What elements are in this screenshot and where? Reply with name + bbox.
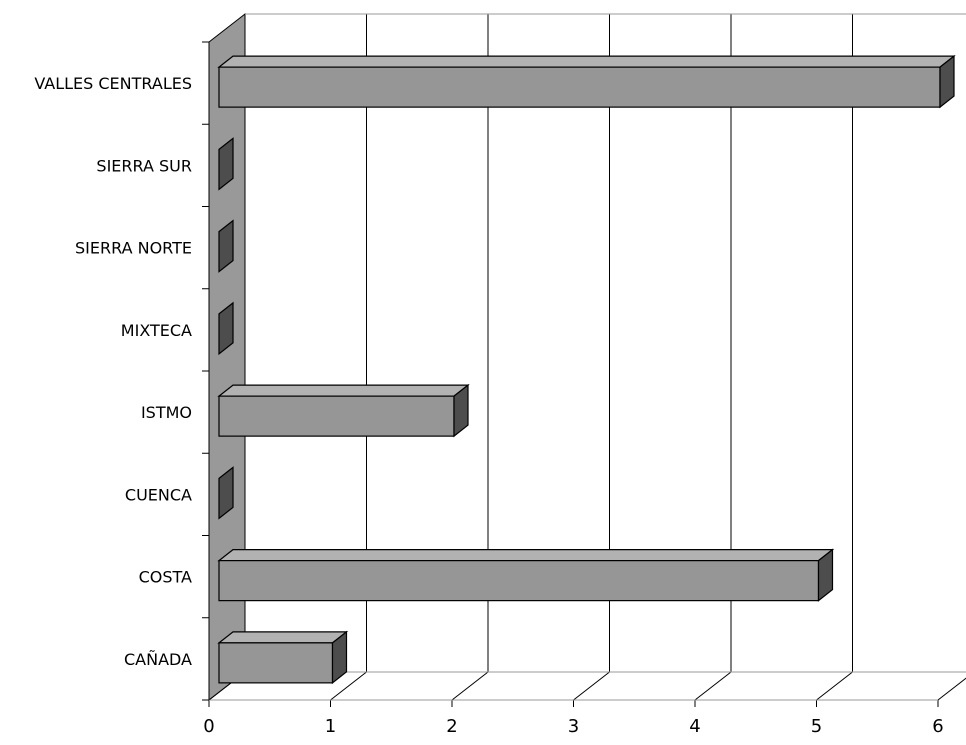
category-label: MIXTECA xyxy=(121,321,192,340)
bar-top-face xyxy=(217,549,835,562)
bar-top-face xyxy=(217,384,470,397)
category-label: SIERRA NORTE xyxy=(75,239,192,258)
x-tick-label: 4 xyxy=(689,716,700,737)
x-tick-label: 2 xyxy=(446,716,457,737)
category-label: ISTMO xyxy=(141,403,192,422)
floor-gridline xyxy=(816,671,853,701)
bar-mixteca xyxy=(218,301,234,356)
bar-istmo xyxy=(217,383,470,438)
bar-side-face xyxy=(817,548,834,602)
bar-front-face xyxy=(218,395,455,437)
bar-side-face xyxy=(331,630,348,685)
bar-top-face xyxy=(217,55,956,68)
category-label: CUENCA xyxy=(125,485,192,504)
bar-front-face xyxy=(218,642,334,684)
bar-top-face xyxy=(217,631,349,644)
x-tick-label: 5 xyxy=(811,716,822,737)
bars xyxy=(217,54,956,685)
floor-gridline xyxy=(694,671,732,701)
gridlines xyxy=(202,13,966,707)
bar-front-face xyxy=(218,66,941,108)
floor-gridline xyxy=(937,677,966,701)
bar-side-face xyxy=(218,219,234,273)
bar-side-face xyxy=(218,137,234,191)
category-label: CAÑADA xyxy=(124,650,192,669)
category-label: SIERRA SUR xyxy=(96,156,192,175)
bar-valles-centrales xyxy=(217,54,956,109)
bar-side-face xyxy=(218,301,234,356)
bar-cañada xyxy=(217,630,349,685)
category-labels: CAÑADA COSTA CUENCA ISTMO MIXTECA SIERRA NORT… xyxy=(34,74,192,669)
x-tick-label: 6 xyxy=(932,716,943,737)
floor-gridline xyxy=(573,671,610,701)
floor-gridline xyxy=(330,671,367,701)
x-tick-label: 1 xyxy=(325,716,336,737)
category-label: VALLES CENTRALES xyxy=(34,74,192,93)
x-tick-label: 0 xyxy=(203,716,214,737)
x-tick-labels: 0 1 2 3 4 5 6 xyxy=(203,716,943,737)
bar-front-face xyxy=(218,560,820,602)
bar-costa xyxy=(217,548,835,602)
bar-sierra-sur xyxy=(218,137,234,191)
bar-sierra-norte xyxy=(218,219,234,273)
bar-side-face xyxy=(453,383,469,438)
bar-side-face xyxy=(939,54,955,109)
category-label: COSTA xyxy=(139,568,192,587)
bar-cuenca xyxy=(218,466,234,520)
x-tick-label: 3 xyxy=(568,716,579,737)
floor-gridline xyxy=(451,671,489,701)
bar-side-face xyxy=(218,466,234,520)
